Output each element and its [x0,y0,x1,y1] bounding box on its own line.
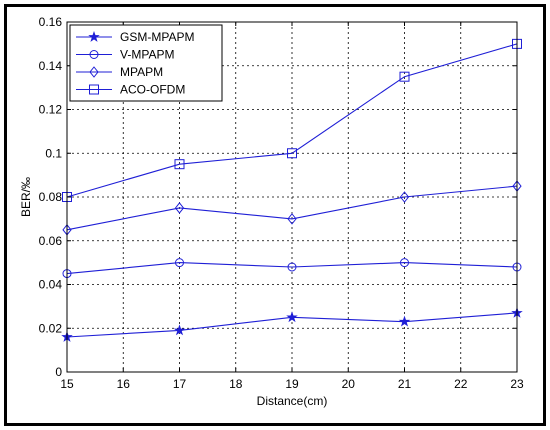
data-point-aco-ofdm [174,159,185,170]
x-tick-label: 22 [454,377,468,391]
legend-marker-v-mpapm [89,50,99,59]
x-tick-label: 21 [398,377,412,391]
x-tick-label: 17 [173,377,187,391]
data-point-gsm-mpapm [173,324,186,336]
data-point-mpapm [399,191,410,203]
y-tick-label: 0.04 [39,278,63,292]
y-tick-label: 0.06 [39,234,63,248]
y-axis-label: BER/‰ [19,177,33,217]
data-point-gsm-mpapm [286,311,298,323]
legend-label-mpapm: MPAPM [120,65,163,79]
data-point-gsm-mpapm [398,315,411,327]
data-point-mpapm [174,202,185,214]
x-tick-label: 20 [342,377,356,391]
legend-marker-aco-ofdm [89,84,99,95]
legend-label-gsm-mpapm: GSM-MPAPM [120,30,194,44]
data-point-aco-ofdm [287,148,297,159]
y-tick-label: 0.16 [39,15,63,29]
x-tick-label: 16 [117,377,131,391]
y-tick-label: 0.02 [39,321,63,335]
y-tick-label: 0 [55,365,62,379]
series-line-mpapm [66,185,518,231]
data-point-v-mpapm [400,258,409,268]
data-point-v-mpapm [175,258,184,268]
y-tick-label: 0.12 [39,103,63,117]
y-tick-label: 0.14 [39,59,63,73]
legend-label-v-mpapm: V-MPAPM [120,48,174,62]
x-axis-label: Distance(cm) [257,394,328,408]
legend: GSM-MPAPM V-MPAPM MPAPM ACO-OFDM [69,24,223,102]
y-tick-label: 0.08 [39,190,63,204]
y-tick-label: 0.1 [45,146,62,160]
data-point-v-mpapm [287,262,297,272]
x-tick-label: 18 [229,377,243,391]
axis-ticks: 15 16 17 18 19 20 21 22 23 0 0.02 0.04 0.06 0.08 0.1 0.… [39,15,524,391]
legend-marker-mpapm [89,66,99,78]
x-tick-label: 23 [510,377,524,391]
data-point-mpapm [287,213,297,225]
series-line-v-mpapm [66,262,518,275]
series-line-aco-ofdm [66,43,518,198]
x-tick-label: 19 [285,377,299,391]
data-point-aco-ofdm [399,71,410,82]
legend-label-aco-ofdm: ACO-OFDM [120,83,185,97]
x-tick-label: 15 [60,377,74,391]
legend-marker-gsm-mpapm [88,30,100,42]
